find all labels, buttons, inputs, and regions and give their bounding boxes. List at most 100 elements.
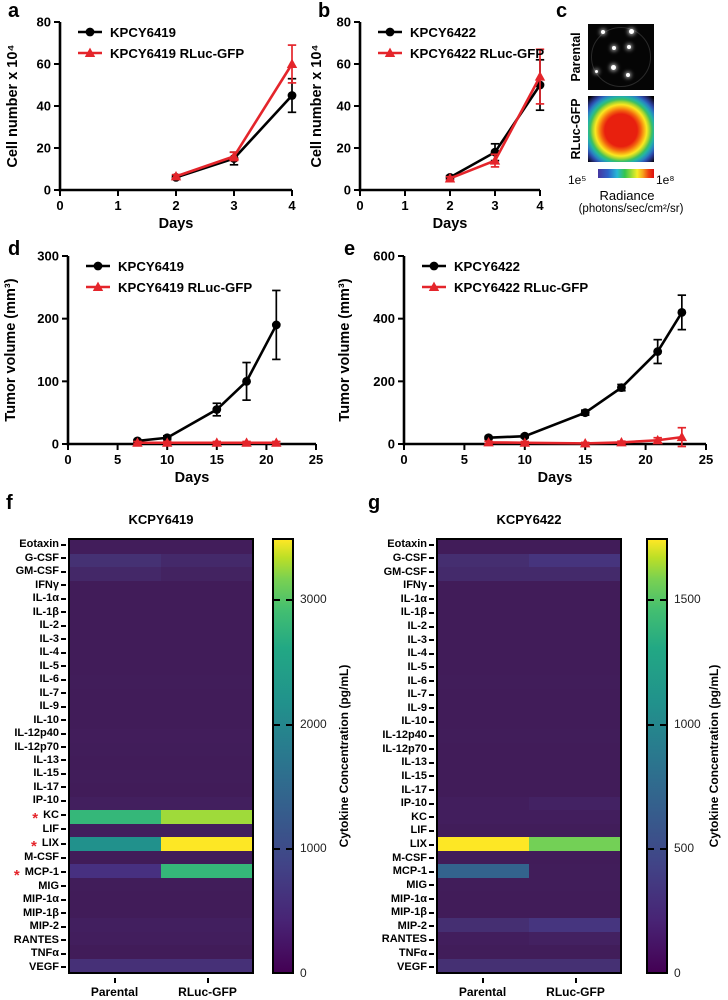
colorbar-tick-label: 1000 — [300, 841, 327, 856]
heatmap-cell — [70, 823, 161, 837]
heatmap-row — [70, 729, 252, 743]
row-tick — [61, 759, 66, 762]
significance-asterisk: * — [31, 838, 37, 856]
legend-label: KPCY6422 — [454, 259, 520, 274]
heatmap-row — [438, 837, 620, 851]
heatmap-row — [70, 607, 252, 621]
row-tick — [61, 543, 66, 546]
column-label: RLuc-GFP — [161, 978, 254, 999]
heatmap-row — [70, 580, 252, 594]
colorbar-tick — [274, 723, 280, 726]
heatmap-row-label: * KC — [0, 808, 66, 826]
heatmap-row — [438, 594, 620, 608]
heatmap-cell — [161, 634, 252, 648]
row-tick — [429, 925, 434, 928]
column-tick — [481, 978, 484, 983]
heatmap-cell — [70, 742, 161, 756]
heatmap-row-label: IL-13 — [0, 754, 66, 767]
heatmap-row — [70, 810, 252, 824]
panel-e: e 0 200 400 600 0 5 10 15 20 25 Days Tumor volume (… — [334, 236, 728, 488]
heatmap-cell — [161, 823, 252, 837]
heatmap-row — [70, 648, 252, 662]
heatmap-row-label: IL-13 — [364, 756, 434, 770]
heatmap-row — [70, 958, 252, 972]
heatmap-row — [70, 540, 252, 554]
heatmap-cell — [161, 594, 252, 608]
heatmap-row-label: RANTES — [364, 933, 434, 947]
cytokine-heatmap-kcpy6419: KCPY6419 Eotaxin G-CSF GM-CSF IFNγ IL-1α IL-1β… — [0, 490, 364, 1000]
heatmap-cell — [70, 877, 161, 891]
heatmap-title: KCPY6422 — [496, 512, 562, 527]
data-point — [271, 320, 281, 330]
heatmap-row — [70, 877, 252, 891]
heatmap-cell — [438, 553, 529, 567]
x-tick-label: 0 — [400, 452, 407, 467]
heatmap-cell — [70, 540, 161, 554]
heatmap-row — [438, 702, 620, 716]
column-label: RLuc-GFP — [529, 978, 622, 999]
x-axis-label: Days — [433, 216, 468, 232]
heatmap-cell — [529, 540, 620, 554]
column-tick — [574, 978, 577, 983]
heatmap-cell — [438, 810, 529, 824]
heatmap-cell — [438, 580, 529, 594]
x-tick-label: 20 — [259, 452, 273, 467]
heatmap-cell — [70, 810, 161, 824]
heatmap-cell — [529, 756, 620, 770]
legend-label: KPCY6419 RLuc-GFP — [118, 280, 252, 295]
heatmap-row-label: IL-1β — [364, 606, 434, 620]
heatmap-row — [438, 607, 620, 621]
heatmap-row — [70, 837, 252, 851]
heatmap-cell — [70, 796, 161, 810]
radiance-scale-title: Radiance — [599, 188, 655, 203]
x-tick-label: 1 — [114, 198, 121, 213]
tumor-volume-chart-kpcy6419: 0 100 200 300 0 5 10 15 20 25 Days Tumor volume (mm… — [2, 242, 332, 493]
heatmap-cell — [438, 756, 529, 770]
data-point — [616, 437, 627, 447]
heatmap-row — [70, 945, 252, 959]
heatmap-cell — [438, 904, 529, 918]
heatmap-cell — [161, 945, 252, 959]
heatmap-cell — [70, 783, 161, 797]
colorbar-tick — [660, 848, 666, 851]
x-axis-label: Days — [159, 216, 194, 232]
heatmap-cell — [70, 607, 161, 621]
heatmap-row — [438, 810, 620, 824]
heatmap-cell — [161, 918, 252, 932]
row-tick — [61, 570, 66, 573]
colorbar-tick — [648, 723, 654, 726]
chart-d: 0 100 200 300 0 5 10 15 20 25 Days Tumor volume (mm… — [3, 249, 323, 487]
heatmap-row — [70, 688, 252, 702]
heatmap-cell — [70, 891, 161, 905]
panel-d: d 0 100 200 300 0 5 10 15 20 25 Days Tumor volume (… — [0, 236, 334, 488]
y-tick-label: 60 — [337, 57, 351, 72]
heatmap-cell — [438, 823, 529, 837]
cell-colony-dot — [629, 29, 634, 34]
colorbar-tick — [648, 599, 654, 602]
heatmap-row — [70, 756, 252, 770]
heatmap-cell — [438, 742, 529, 756]
row-tick — [429, 857, 434, 860]
heatmap-cell — [161, 675, 252, 689]
heatmap-row — [438, 783, 620, 797]
data-point — [519, 437, 530, 447]
y-tick-label: 600 — [373, 249, 395, 264]
data-point — [84, 47, 96, 57]
row-tick — [429, 680, 434, 683]
panel-letter-f: f — [6, 492, 13, 514]
heatmap-row-label: GM-CSF — [364, 565, 434, 579]
panel-letter-b: b — [318, 0, 331, 22]
heatmap-cell — [161, 553, 252, 567]
heatmap-row — [438, 742, 620, 756]
heatmap-cell — [438, 567, 529, 581]
heatmap-cell — [529, 877, 620, 891]
radiance-signal-blob — [588, 96, 654, 162]
heatmap-cell — [70, 904, 161, 918]
row-tick — [61, 814, 66, 817]
heatmap-cell — [529, 567, 620, 581]
cell-colony-dot — [595, 70, 598, 73]
heatmap-cell — [529, 715, 620, 729]
heatmap-cell — [529, 823, 620, 837]
panel-c: c Parental RLuc-GFP 1e⁵ 1e⁸ Radiance (ph… — [552, 0, 728, 236]
row-tick — [429, 802, 434, 805]
